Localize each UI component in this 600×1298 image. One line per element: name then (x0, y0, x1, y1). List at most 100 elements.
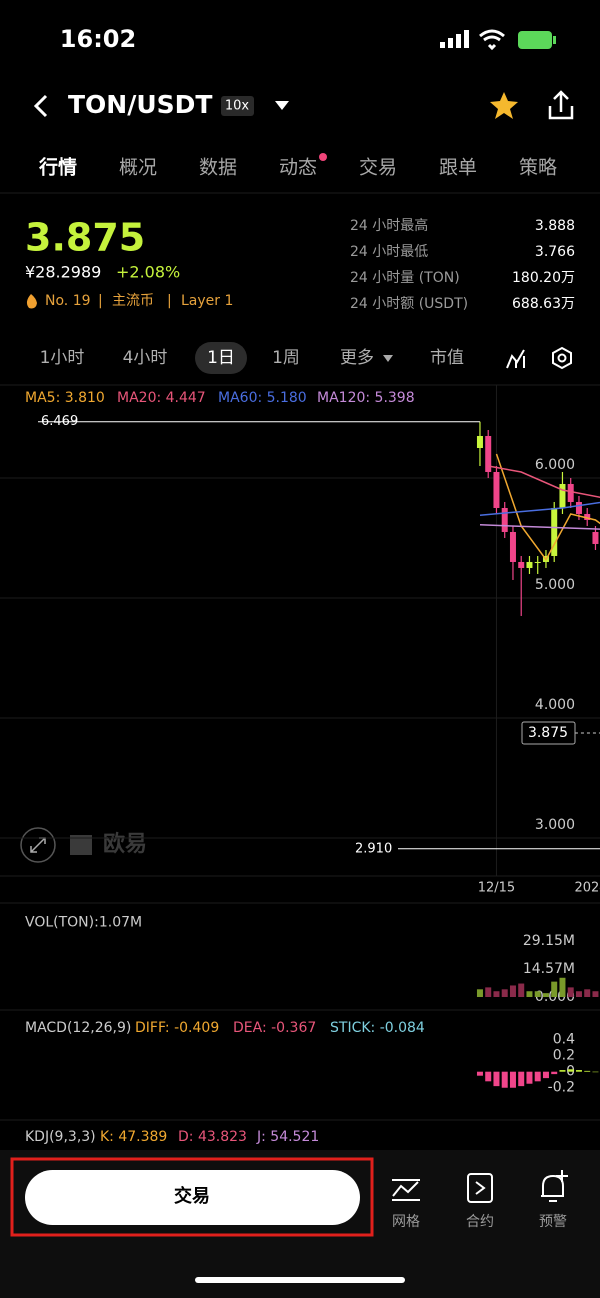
candle-body (592, 531, 599, 544)
bar (542, 1071, 549, 1079)
y-tick-label: -0.2 (548, 1080, 575, 1096)
bar (534, 991, 541, 997)
last-price: 3.875 (25, 216, 145, 260)
action-label[interactable]: 网格 (392, 1214, 420, 1230)
candle-body (575, 501, 582, 514)
tab[interactable]: 跟单 (439, 157, 477, 179)
x-tick-label: 2024/12/29 (574, 881, 600, 896)
bar (501, 989, 508, 997)
tab[interactable]: 交易 (359, 157, 397, 179)
bar (592, 1071, 599, 1073)
separator: | (167, 293, 172, 309)
interval-selected (195, 342, 247, 374)
candle-body (476, 435, 483, 448)
more-dropdown[interactable] (383, 355, 393, 362)
candle-body (584, 513, 591, 520)
favorite-star[interactable] (490, 92, 518, 119)
ma-line (495, 453, 600, 561)
tab[interactable]: 策略 (519, 157, 557, 179)
action-label[interactable]: 合约 (466, 1214, 494, 1230)
tab[interactable]: 行情 (38, 156, 77, 179)
battery-tip (553, 36, 556, 44)
interval-tab[interactable]: 1小时 (40, 348, 85, 368)
rank: No. 19 (45, 293, 91, 309)
back-button[interactable] (33, 94, 48, 118)
legend-entry: MA20: 4.447 (117, 390, 206, 406)
notification-dot (319, 153, 327, 161)
interval-tab[interactable]: 1周 (272, 348, 300, 368)
home-indicator (195, 1277, 405, 1283)
y-tick-label: 29.15M (523, 933, 575, 949)
trade-button-label: 交易 (174, 1185, 210, 1207)
wifi-icon (479, 29, 505, 51)
contract-icon[interactable] (467, 1173, 493, 1203)
bar (501, 1071, 508, 1088)
tag: Layer 1 (181, 293, 233, 309)
stat-value: 3.888 (535, 218, 575, 234)
bar (551, 1071, 558, 1075)
interval-tab[interactable]: 1日 (207, 348, 235, 368)
stat-label: 24 小时额 (USDT) (350, 296, 468, 312)
bar (592, 991, 599, 997)
contract-icon-mark (475, 1181, 486, 1195)
y-tick-label: 0.2 (553, 1048, 575, 1064)
bar (567, 987, 574, 997)
tab[interactable]: 概况 (119, 157, 157, 179)
candle-body (534, 561, 541, 563)
change-percent: +2.08% (116, 263, 180, 282)
bar (518, 1071, 525, 1087)
bar (542, 993, 549, 997)
separator: | (98, 293, 103, 309)
ma-line (488, 465, 600, 499)
fullscreen-button[interactable] (20, 827, 56, 863)
bar (485, 987, 492, 997)
indicator-button[interactable] (506, 349, 525, 369)
action-label[interactable]: 预警 (539, 1214, 567, 1230)
legend-entry: MA5: 3.810 (25, 390, 105, 406)
grid-icon[interactable] (392, 1179, 420, 1201)
settings-dot (557, 353, 567, 363)
pair-dropdown[interactable] (275, 101, 289, 110)
watermark-logo (70, 835, 92, 855)
candle-body (485, 435, 492, 472)
y-tick-label: 4.000 (535, 697, 575, 713)
trade-button[interactable] (25, 1170, 360, 1225)
interval-tab[interactable]: 4小时 (123, 348, 168, 368)
bar (575, 991, 582, 997)
y-tick-label: 5.000 (535, 577, 575, 593)
watermark: 欧易 (103, 831, 147, 857)
last-price-label: 3.875 (528, 725, 568, 741)
stat-label: 24 小时最高 (350, 217, 428, 234)
bar (509, 1071, 516, 1088)
tab[interactable]: 动态 (279, 157, 317, 179)
interval-tab[interactable]: 市值 (430, 348, 464, 368)
alert-icon[interactable] (541, 1170, 568, 1202)
y-tick-label: 0.4 (553, 1032, 575, 1048)
cny-price: ¥28.2989 (25, 263, 101, 282)
kdj-label: J: 54.521 (256, 1129, 319, 1145)
leverage: 10x (225, 99, 250, 114)
max-label: 6.469 (41, 414, 78, 429)
bar (476, 989, 483, 997)
candle-body (567, 483, 574, 502)
bar (526, 991, 533, 997)
candle-body (501, 507, 508, 532)
bar (485, 1071, 492, 1082)
indicator-label: DEA: -0.367 (233, 1020, 316, 1036)
tab[interactable]: 数据 (199, 157, 237, 179)
leverage-badge (221, 96, 254, 116)
share-button[interactable] (548, 90, 574, 120)
bar (493, 991, 500, 997)
pane-title: VOL(TON):1.07M (25, 914, 142, 930)
bar (584, 989, 591, 997)
settings-button[interactable] (552, 346, 572, 370)
candle-body (493, 471, 500, 508)
interval-tab[interactable]: 更多 (340, 348, 374, 368)
last-price-box (521, 721, 576, 745)
kdj-label: K: 47.389 (100, 1129, 167, 1145)
candle-body (518, 561, 525, 568)
stat-value: 180.20万 (512, 270, 575, 286)
